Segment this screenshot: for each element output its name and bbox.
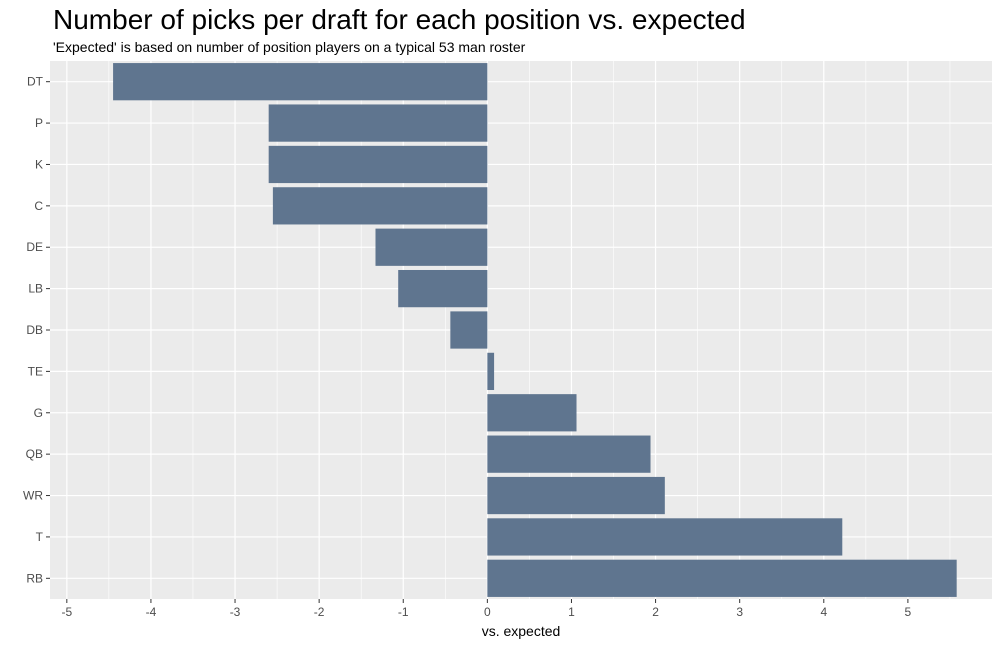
x-axis-title: vs. expected — [482, 623, 561, 639]
x-tick-label: 1 — [568, 605, 575, 619]
bar-wr — [487, 476, 665, 515]
x-tick-label: -3 — [230, 605, 241, 619]
y-tick-label: P — [35, 116, 43, 130]
bar-rb — [487, 559, 957, 597]
bar-te — [487, 352, 495, 391]
y-tick-label: T — [36, 530, 44, 544]
bars — [113, 63, 957, 597]
y-tick-label: RB — [26, 571, 43, 585]
chart-title: Number of picks per draft for each posit… — [53, 4, 746, 35]
bar-c — [272, 187, 488, 225]
x-tick-label: 4 — [820, 605, 827, 619]
x-tick-label: 2 — [652, 605, 659, 619]
x-tick-label: -2 — [314, 605, 325, 619]
axes: DT P K C DE LB DB TE G QB WR T RB -5 -4 -3 -2 -1 0 1 2 3 4 5 — [23, 75, 912, 619]
x-tick-label: -1 — [398, 605, 409, 619]
y-tick-label: DE — [26, 240, 43, 254]
x-tick-label: 0 — [484, 605, 491, 619]
bar-g — [487, 394, 577, 432]
y-tick-label: C — [34, 199, 43, 213]
bar-de — [375, 228, 488, 266]
x-tick-label: -4 — [146, 605, 157, 619]
y-tick-label: DT — [27, 75, 44, 89]
bar-qb — [487, 435, 651, 473]
x-tick-label: -5 — [61, 605, 72, 619]
bar-lb — [398, 269, 488, 308]
bar-k — [268, 145, 488, 184]
y-tick-label: G — [34, 406, 43, 420]
x-tick-label: 5 — [905, 605, 912, 619]
chart-subtitle: 'Expected' is based on number of positio… — [53, 39, 526, 55]
bar-db — [450, 311, 488, 349]
y-tick-label: DB — [26, 323, 43, 337]
bar-t — [487, 518, 843, 556]
y-tick-label: LB — [28, 282, 43, 296]
bar-p — [268, 104, 488, 142]
x-tick-label: 3 — [736, 605, 743, 619]
y-tick-label: K — [35, 157, 43, 171]
y-tick-label: QB — [26, 447, 43, 461]
y-tick-label: TE — [28, 364, 43, 378]
bar-dt — [113, 63, 488, 101]
y-tick-label: WR — [23, 489, 43, 503]
